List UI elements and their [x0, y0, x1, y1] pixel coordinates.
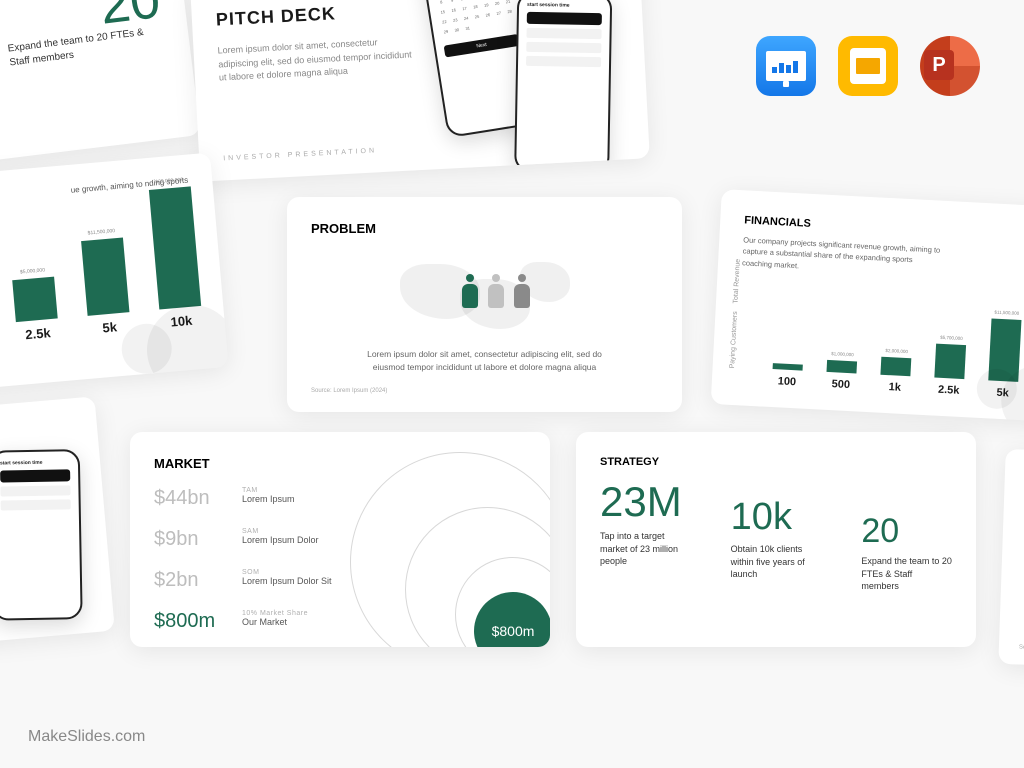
person-icon	[486, 274, 506, 310]
bar-value-label: $11,500,000	[87, 228, 115, 236]
bar-column: $2,000,000 1k	[879, 348, 911, 395]
market-value: $2bn	[154, 569, 228, 592]
bar-value-label: $5,700,000	[940, 335, 963, 341]
bar-value-label: $2,000,000	[885, 348, 908, 354]
concentric-circles: $800m	[340, 452, 550, 647]
slide-card-problem-partial: PROBLEM Source: Lorem Ipsum (2024)	[998, 449, 1024, 670]
bar-x-label: 100	[777, 375, 796, 388]
watermark: MakeSlides.com	[28, 728, 145, 746]
stat-value: 23M	[600, 478, 691, 526]
stat-value: 10k	[731, 496, 822, 539]
bar	[934, 344, 966, 380]
strategy-stat: 10k Obtain 10k clients within five years …	[731, 478, 822, 581]
bar-value-label: $11,500,000	[994, 310, 1019, 316]
slide-card-team-partial: k s within nch 20 Expand the team to 20 …	[0, 0, 201, 174]
person-icon	[512, 274, 532, 310]
bar-column: 100	[772, 359, 803, 389]
bar-column: $1,000,000 500	[826, 351, 858, 392]
slide-card-phones-partial: Select start session date 12345678910111…	[0, 396, 115, 648]
stat-desc: Tap into a target market of 23 million p…	[600, 530, 691, 568]
y-axis-label: Paying Customers	[729, 311, 739, 368]
market-key: SOM	[242, 569, 332, 576]
slide-card-problem: PROBLEM Lorem ipsum dolor sit amet, cons…	[287, 197, 682, 412]
stat-desc: Expand the team to 20 FTEs & Staff membe…	[861, 555, 952, 593]
market-label: Lorem Ipsum Dolor Sit	[242, 576, 332, 586]
bar-x-label: 2.5k	[938, 384, 960, 397]
bar	[81, 237, 129, 315]
market-value: $9bn	[154, 528, 228, 551]
slide-source: Source: Lorem Ipsum (2024)	[1019, 645, 1024, 654]
market-label: Lorem Ipsum Dolor	[242, 535, 319, 545]
strategy-stat: 23M Tap into a target market of 23 millio…	[600, 478, 691, 568]
slide-card-financials: FINANCIALS Our company projects signific…	[711, 189, 1024, 426]
slide-card-pitch-deck: PITCH DECK Lorem ipsum dolor sit amet, c…	[190, 0, 650, 182]
bar-x-label: 5k	[102, 319, 118, 335]
bar-value-label: $23,000,000	[155, 177, 183, 185]
market-key: 10% Market Share	[242, 610, 308, 617]
slide-card-market: MARKET $44bnTAMLorem Ipsum$9bnSAMLorem I…	[130, 432, 550, 647]
bar	[773, 363, 803, 371]
bar-x-label: 1k	[888, 381, 901, 394]
strategy-stat: 20 Expand the team to 20 FTEs & Staff mem…	[861, 478, 952, 593]
slide-title: PROBLEM	[311, 221, 658, 236]
slide-body: Lorem ipsum dolor sit amet, consectetur …	[355, 348, 615, 374]
bar-column: $5,000,000 2.5k	[11, 267, 59, 343]
market-value: $800m	[154, 610, 228, 633]
market-key: TAM	[242, 487, 295, 494]
slide-card-strategy: STRATEGY 23M Tap into a target market of …	[576, 432, 976, 647]
stat-desc: Obtain 10k clients within five years of …	[731, 543, 822, 581]
bar-value-label: $1,000,000	[831, 351, 854, 357]
bar-column: $5,700,000 2.5k	[933, 335, 966, 397]
bar-x-label: 2.5k	[25, 325, 52, 342]
slide-card-chart-partial: ue growth, aiming to nding sports coachi…	[0, 153, 229, 403]
slide-title: STRATEGY	[600, 456, 952, 468]
market-label: Our Market	[242, 617, 308, 627]
person-icon	[460, 274, 480, 310]
bar	[880, 357, 911, 377]
keynote-icon	[756, 36, 816, 96]
market-key: SAM	[242, 528, 319, 535]
app-icons-row: P	[756, 36, 980, 96]
google-slides-icon	[838, 36, 898, 96]
phone-mockup-form: start session time	[0, 449, 83, 621]
stat-value: 20	[861, 512, 952, 551]
bar	[12, 277, 58, 323]
bar	[149, 186, 201, 309]
bar-value-label: $5,000,000	[20, 267, 45, 275]
slide-footer: INVESTOR PRESENTATION	[223, 147, 377, 162]
phone-mockup-form: start session time	[514, 0, 612, 173]
slide-source: Source: Lorem Ipsum (2024)	[311, 388, 387, 394]
map-illustration	[400, 254, 570, 334]
market-label: Lorem Ipsum	[242, 494, 295, 504]
strategy-stats: 23M Tap into a target market of 23 millio…	[600, 478, 952, 593]
powerpoint-icon: P	[920, 36, 980, 96]
bar	[826, 360, 857, 374]
market-value: $44bn	[154, 487, 228, 510]
y-axis-label: Total Revenue	[732, 259, 741, 304]
bar-x-label: 500	[831, 378, 850, 391]
phone-mockups: Select start session date May 2024 12345…	[408, 0, 639, 165]
bar-column: $11,500,000 5k	[80, 227, 131, 336]
slide-body: Lorem ipsum dolor sit amet, consectetur …	[217, 34, 419, 85]
